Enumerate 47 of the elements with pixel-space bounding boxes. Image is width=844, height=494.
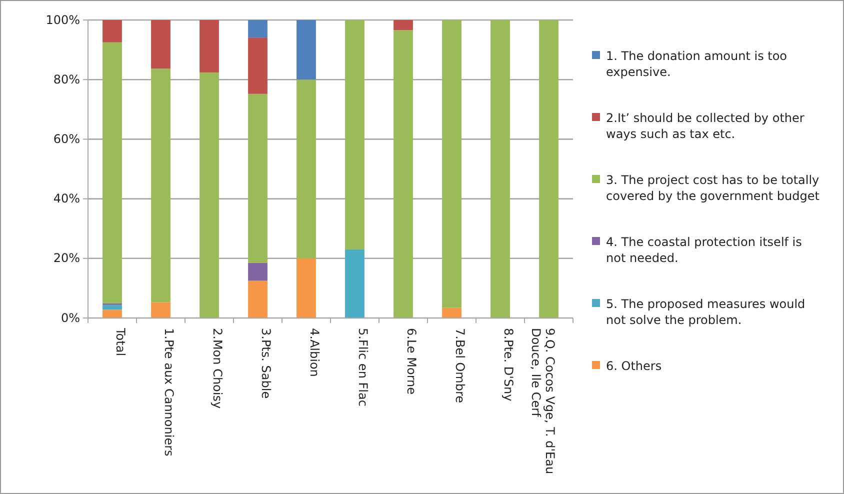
y-tick-label: 60%: [53, 132, 80, 146]
x-tick-label: Total: [113, 327, 128, 356]
bar: [539, 20, 558, 318]
legend-label: 3. The project cost has to be totally covered by the government budget: [606, 173, 820, 203]
bar: [394, 30, 413, 318]
y-tick-label: 0%: [60, 310, 80, 325]
bar: [102, 20, 122, 42]
bar: [248, 262, 268, 281]
bar: [151, 20, 170, 69]
bar: [151, 302, 170, 318]
bar: [248, 280, 268, 318]
legend-label: 5. The proposed measures would not solve the problem.: [606, 297, 806, 327]
bar: [102, 310, 122, 318]
bar: [345, 20, 364, 250]
legend-label: 6. Others: [606, 359, 662, 373]
bar: [296, 80, 316, 258]
x-tick-label: 6.Le Morne: [404, 328, 418, 395]
x-tick-label: 4.Albion: [307, 328, 322, 377]
x-tick-label: 3.Pts. Sable: [258, 328, 273, 399]
bar: [248, 20, 268, 38]
bar: [102, 304, 122, 310]
x-tick-label: 2.Mon Choisy: [210, 328, 224, 409]
bar: [296, 20, 316, 80]
legend-label: 2.It’ should be collected by other ways such as tax etc.: [606, 111, 804, 141]
bar: [200, 20, 219, 72]
x-tick-label: 5.Flic en Flac: [356, 328, 370, 406]
bar: [200, 72, 219, 318]
y-tick-label: 100%: [46, 12, 80, 27]
bar: [151, 68, 170, 302]
y-tick-label: 40%: [53, 192, 80, 206]
bar: [102, 42, 122, 304]
legend-label: 1. The donation amount is too expensive.: [606, 49, 788, 79]
x-tick-label: 7.Bel Ombre: [452, 328, 467, 404]
bar: [442, 20, 462, 308]
bar: [248, 94, 268, 263]
bar: [248, 38, 268, 94]
bar: [442, 308, 462, 318]
y-tick-label: 20%: [53, 251, 80, 266]
x-tick-label: 9.Q. Cocos Vge, T. d'Eau Douce, Ile Cerf: [528, 328, 557, 474]
bar: [490, 20, 510, 318]
x-tick-label: 1.Pte aux Cannoniers: [162, 328, 176, 456]
legend-label: 4. The coastal protection itself is not needed.: [606, 235, 802, 265]
y-tick-label: 80%: [53, 72, 80, 86]
bar: [394, 20, 413, 30]
x-tick-label: 8.Pte. D'Sny: [501, 328, 516, 402]
bar: [345, 249, 364, 318]
bar: [296, 258, 316, 318]
